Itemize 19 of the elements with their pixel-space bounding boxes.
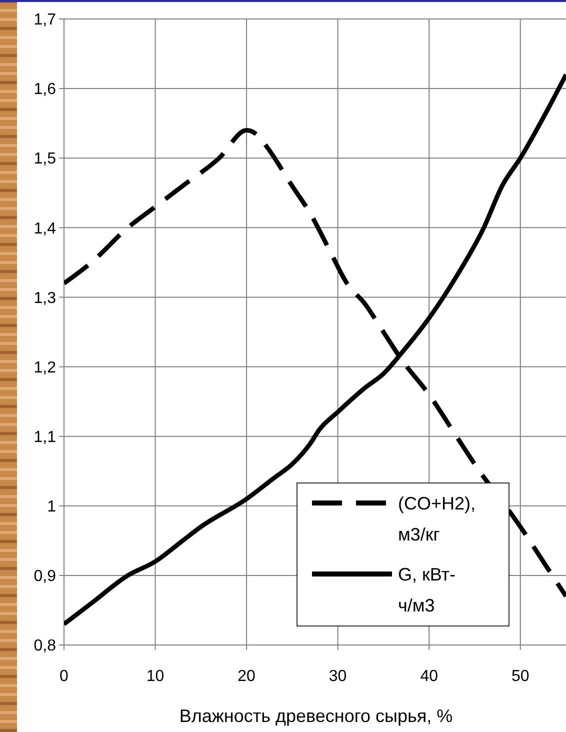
x-tick-label: 0 — [60, 668, 69, 685]
y-tick-label: 1,5 — [34, 150, 56, 168]
y-tick-label: 1,2 — [34, 359, 56, 376]
x-tick-label: 20 — [238, 668, 256, 685]
legend-label: (CO+H2), м3/кг — [398, 493, 476, 544]
y-tick-label: 1,7 — [34, 12, 56, 29]
y-tick-label: 1,1 — [34, 428, 56, 446]
y-tick-label: 1,6 — [34, 81, 56, 98]
y-tick-label: 1,3 — [34, 290, 56, 307]
x-axis-title: Влажность древесного сырья, % — [179, 706, 453, 726]
x-tick-label: 10 — [146, 668, 164, 685]
x-tick-label: 40 — [420, 668, 438, 685]
x-tick-label: 30 — [328, 668, 347, 685]
y-tick-label: 0,9 — [34, 568, 56, 586]
y-tick-label: 1,4 — [34, 220, 56, 238]
y-tick-label: 1 — [47, 498, 56, 516]
x-tick-label: 50 — [511, 668, 530, 685]
y-tick-label: 0,8 — [34, 638, 56, 655]
legend-label: G, кВт-ч/м3 — [398, 564, 456, 616]
